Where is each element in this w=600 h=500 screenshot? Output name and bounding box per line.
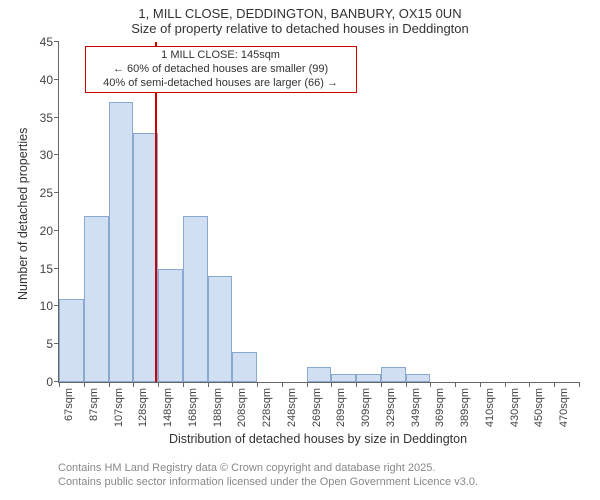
histogram-bar: [109, 102, 134, 382]
ytick-label: 35: [40, 111, 53, 125]
xtick-mark: [406, 382, 407, 387]
ytick-mark: [54, 268, 59, 269]
xtick-mark: [109, 382, 110, 387]
xtick-mark: [331, 382, 332, 387]
xtick-mark: [158, 382, 159, 387]
ytick-label: 20: [40, 224, 53, 238]
ytick-label: 15: [40, 262, 53, 276]
xtick-label: 309sqm: [360, 388, 372, 427]
annotation-line: ← 60% of detached houses are smaller (99…: [90, 63, 352, 77]
ytick-label: 0: [46, 375, 53, 389]
ytick-label: 45: [40, 35, 53, 49]
ytick-mark: [54, 117, 59, 118]
xtick-mark: [554, 382, 555, 387]
ytick-label: 5: [46, 337, 53, 351]
xtick-label: 168sqm: [187, 388, 199, 427]
xtick-label: 289sqm: [335, 388, 347, 427]
credit-line-1: Contains HM Land Registry data © Crown c…: [58, 462, 478, 476]
xtick-mark: [84, 382, 85, 387]
ytick-label: 30: [40, 148, 53, 162]
xtick-label: 389sqm: [459, 388, 471, 427]
histogram-bar: [208, 276, 233, 382]
xtick-label: 107sqm: [113, 388, 125, 427]
ytick-mark: [54, 192, 59, 193]
histogram-bar: [381, 367, 406, 382]
histogram-bar: [183, 216, 208, 382]
chart-title: 1, MILL CLOSE, DEDDINGTON, BANBURY, OX15…: [0, 0, 600, 21]
histogram-bar: [59, 299, 84, 382]
xtick-mark: [455, 382, 456, 387]
xtick-label: 329sqm: [385, 388, 397, 427]
histogram-bar: [232, 352, 257, 382]
xtick-mark: [282, 382, 283, 387]
xtick-mark: [133, 382, 134, 387]
xtick-mark: [307, 382, 308, 387]
xtick-label: 208sqm: [236, 388, 248, 427]
xtick-label: 410sqm: [484, 388, 496, 427]
xtick-label: 188sqm: [212, 388, 224, 427]
credit-line-2: Contains public sector information licen…: [58, 476, 478, 490]
ytick-mark: [54, 154, 59, 155]
annotation-line: 40% of semi-detached houses are larger (…: [90, 77, 352, 91]
ytick-mark: [54, 230, 59, 231]
xtick-label: 87sqm: [88, 388, 100, 421]
xtick-mark: [529, 382, 530, 387]
annotation-line: 1 MILL CLOSE: 145sqm: [90, 49, 352, 63]
xtick-label: 430sqm: [509, 388, 521, 427]
xtick-mark: [208, 382, 209, 387]
histogram-bar: [331, 374, 356, 382]
histogram-bar: [307, 367, 332, 382]
xtick-label: 228sqm: [261, 388, 273, 427]
xtick-label: 269sqm: [311, 388, 323, 427]
xtick-mark: [183, 382, 184, 387]
ytick-label: 25: [40, 186, 53, 200]
xtick-mark: [480, 382, 481, 387]
xtick-label: 128sqm: [137, 388, 149, 427]
xtick-label: 148sqm: [162, 388, 174, 427]
histogram-bar: [84, 216, 109, 382]
histogram-bar: [406, 374, 431, 382]
xtick-mark: [505, 382, 506, 387]
xtick-label: 369sqm: [434, 388, 446, 427]
xtick-mark: [381, 382, 382, 387]
chart-container: 1, MILL CLOSE, DEDDINGTON, BANBURY, OX15…: [0, 0, 600, 500]
xtick-label: 470sqm: [558, 388, 570, 427]
ytick-mark: [54, 79, 59, 80]
xtick-mark: [232, 382, 233, 387]
annotation-box: 1 MILL CLOSE: 145sqm← 60% of detached ho…: [85, 46, 357, 93]
xtick-label: 349sqm: [410, 388, 422, 427]
xtick-mark: [430, 382, 431, 387]
histogram-bar: [356, 374, 381, 382]
xtick-mark: [579, 382, 580, 387]
credits-text: Contains HM Land Registry data © Crown c…: [58, 462, 478, 490]
ytick-label: 40: [40, 73, 53, 87]
ytick-label: 10: [40, 299, 53, 313]
xtick-mark: [257, 382, 258, 387]
xtick-mark: [59, 382, 60, 387]
ytick-mark: [54, 41, 59, 42]
histogram-bar: [158, 269, 183, 382]
xtick-label: 67sqm: [63, 388, 75, 421]
xtick-mark: [356, 382, 357, 387]
plot-area: 05101520253035404567sqm87sqm107sqm128sqm…: [58, 42, 579, 383]
xtick-label: 450sqm: [533, 388, 545, 427]
xtick-label: 248sqm: [286, 388, 298, 427]
y-axis-label: Number of detached properties: [16, 128, 30, 300]
x-axis-label: Distribution of detached houses by size …: [58, 432, 578, 446]
chart-subtitle: Size of property relative to detached ho…: [0, 21, 600, 36]
